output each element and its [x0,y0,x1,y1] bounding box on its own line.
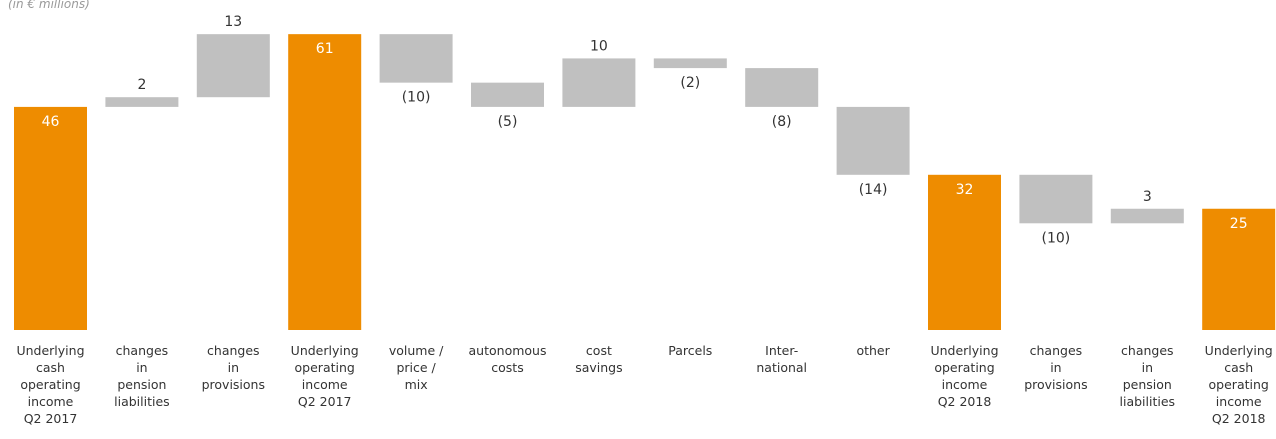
category-label-10: Underlying operating income Q2 2018 [930,343,998,409]
category-label-line: provisions [1024,377,1087,392]
category-label-line: autonomous [469,343,547,358]
category-label-12: changes in pension liabilities [1120,343,1176,409]
category-label-line: operating [20,377,80,392]
change-bar-2 [196,34,270,98]
change-bar-11 [1019,174,1093,224]
category-label-line: Underlying [291,343,359,358]
category-label-line: in [1050,360,1061,375]
category-label-line: provisions [202,377,265,392]
category-label-5: autonomous costs [469,343,547,375]
category-label-3: Underlying operating income Q2 2017 [291,343,359,409]
category-label-line: cash [36,360,65,375]
category-label-line: operating [295,360,355,375]
value-label-9: (14) [859,182,888,198]
category-label-line: price / [396,360,436,375]
change-bar-4 [379,34,453,83]
category-label-13: Underlying cash operating income Q2 2018 [1205,343,1273,426]
category-label-line: changes [116,343,169,358]
category-label-line: cost [586,343,612,358]
total-bar-3 [288,34,362,331]
value-label-0: 46 [42,114,60,130]
bars-group [14,34,1276,331]
category-label-8: Inter-national [756,343,807,375]
category-label-line: costs [491,360,523,375]
category-label-11: changes in provisions [1024,343,1087,392]
category-label-line: Q2 2017 [24,411,78,426]
category-labels-group: Underlying cash operating income Q2 2017 chan… [16,343,1272,426]
category-label-line: income [302,377,348,392]
change-bar-6 [562,58,636,107]
category-label-line: operating [1209,377,1269,392]
value-label-2: 13 [224,14,242,30]
value-label-11: (10) [1042,230,1071,246]
change-bar-9 [836,106,910,175]
category-label-line: Underlying [930,343,998,358]
value-label-8: (8) [772,114,792,130]
value-label-12: 3 [1143,189,1152,205]
category-label-line: liabilities [114,394,170,409]
change-bar-5 [471,82,544,107]
value-label-13: 25 [1230,216,1248,232]
category-label-line: operating [934,360,994,375]
category-label-0: Underlying cash operating income Q2 2017 [16,343,84,426]
category-label-line: changes [1030,343,1083,358]
value-labels-group: 46 2 13 61 (10) (5) 10 (2) (8) (14) 32 (10) 3 25 [42,14,1248,246]
value-label-1: 2 [137,77,146,93]
change-bar-12 [1110,208,1184,224]
category-label-line: national [756,360,807,375]
change-bar-1 [105,97,179,107]
category-label-4: volume / price / mix [389,343,444,392]
change-bar-7 [653,58,727,69]
category-label-line: Underlying [1205,343,1273,358]
category-label-line: income [28,394,74,409]
category-label-line: savings [575,360,622,375]
category-label-9: other [856,343,890,358]
category-label-line: changes [1121,343,1174,358]
category-label-line: changes [207,343,260,358]
category-label-line: Q2 2017 [298,394,352,409]
category-label-2: changes in provisions [202,343,265,392]
category-label-line: in [228,360,239,375]
category-label-line: in [1142,360,1153,375]
value-label-5: (5) [498,114,518,130]
category-label-line: income [942,377,988,392]
category-label-line: pension [117,377,166,392]
category-label-line: Parcels [668,343,712,358]
category-label-7: Parcels [668,343,712,358]
chart-subtitle: (in € millions) [8,0,90,11]
category-label-line: other [856,343,890,358]
category-label-1: changes in pension liabilities [114,343,170,409]
total-bar-13 [1202,208,1276,330]
category-label-line: liabilities [1120,394,1176,409]
category-label-line: pension [1123,377,1172,392]
category-label-line: income [1216,394,1262,409]
value-label-7: (2) [680,75,700,91]
value-label-3: 61 [316,41,334,57]
category-label-line: Inter- [765,343,798,358]
category-label-line: cash [1224,360,1253,375]
category-label-line: in [136,360,147,375]
category-label-line: mix [405,377,428,392]
category-label-line: Underlying [16,343,84,358]
category-label-line: volume / [389,343,444,358]
value-label-6: 10 [590,38,608,54]
value-label-10: 32 [956,182,974,198]
category-label-line: Q2 2018 [1212,411,1266,426]
category-label-6: cost savings [575,343,622,375]
category-label-line: Q2 2018 [938,394,992,409]
value-label-4: (10) [402,90,431,106]
total-bar-10 [928,174,1001,330]
change-bar-8 [745,68,819,107]
total-bar-0 [14,106,87,331]
